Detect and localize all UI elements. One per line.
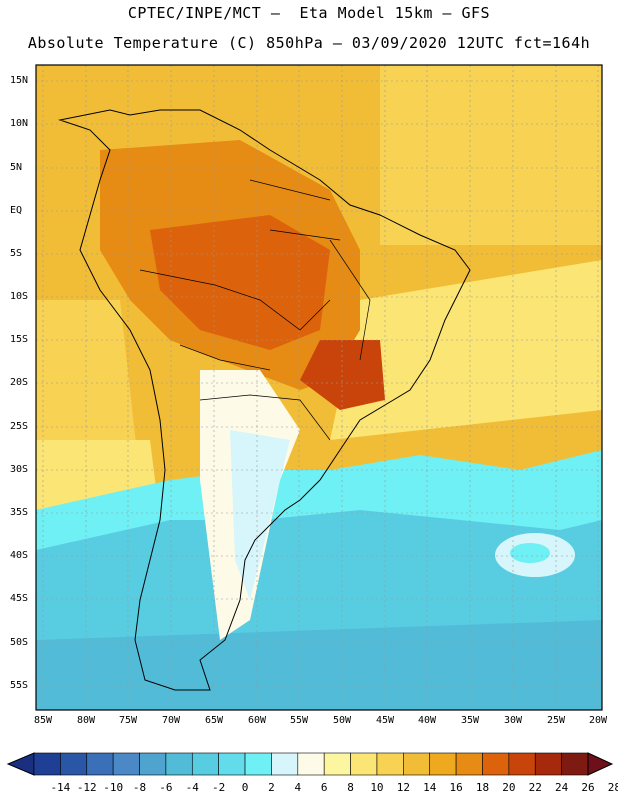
colorbar-swatch: [376, 752, 404, 776]
colorbar-swatch: [561, 752, 589, 776]
field-cold-deep: [36, 620, 602, 710]
lon-label: 40W: [417, 715, 437, 726]
lat-label: EQ: [10, 205, 23, 216]
lat-label: 5S: [10, 248, 23, 259]
lat-label: 45S: [10, 593, 29, 604]
colorbar-tick-label: 2: [268, 781, 275, 794]
colorbar-tick-label: -2: [212, 781, 226, 794]
lon-label: 20W: [588, 715, 608, 726]
lon-label: 50W: [332, 715, 352, 726]
coastline: [58, 109, 471, 691]
lon-label: 80W: [76, 715, 96, 726]
colorbar: [6, 752, 614, 776]
lat-label: 15S: [10, 334, 29, 345]
colorbar-swatch: [508, 752, 536, 776]
colorbar-swatch: [482, 752, 510, 776]
colorbar-swatch: [429, 752, 457, 776]
colorbar-swatch: [165, 752, 193, 776]
field-ne-band: [380, 65, 602, 245]
graticule: [36, 65, 602, 710]
lon-label: 35W: [460, 715, 480, 726]
colorbar-tick-label: 22: [528, 781, 542, 794]
lat-label: 40S: [10, 550, 29, 561]
colorbar-swatch: [271, 752, 299, 776]
lon-label: 55W: [289, 715, 309, 726]
colorbar-swatch: [323, 752, 351, 776]
lat-label: 5N: [10, 162, 23, 173]
lat-label: 25S: [10, 421, 29, 432]
country-borders: [139, 179, 371, 441]
field-pale-inner: [230, 430, 290, 600]
map-frame: [35, 64, 603, 711]
colorbar-tick-label: 18: [475, 781, 490, 794]
field-hot-south: [300, 340, 385, 410]
lon-label: 65W: [204, 715, 224, 726]
lat-label: 10N: [10, 118, 29, 129]
colorbar-tick-label: 28: [607, 781, 618, 794]
lon-label: 60W: [247, 715, 267, 726]
colorbar-swatch: [112, 752, 140, 776]
lon-label: 45W: [375, 715, 395, 726]
colorbar-swatch: [86, 752, 114, 776]
colorbar-swatch: [297, 752, 325, 776]
lat-label: 15N: [10, 75, 29, 86]
temperature-field: [36, 65, 602, 710]
colorbar-tick-label: 20: [502, 781, 516, 794]
colorbar-tick-label: -12: [76, 781, 97, 794]
colorbar-tick-label: -8: [132, 781, 147, 794]
colorbar-tick-label: 0: [241, 781, 249, 794]
colorbar-tick-label: 8: [347, 781, 354, 794]
lat-label: 35S: [10, 507, 29, 518]
field-cyclone-inner: [510, 543, 550, 563]
lon-label: 25W: [546, 715, 566, 726]
lat-label: 20S: [10, 377, 29, 388]
colorbar-swatch: [455, 752, 483, 776]
lon-label: 85W: [33, 715, 53, 726]
colorbar-tick-label: -4: [185, 781, 199, 794]
lon-label: 30W: [503, 715, 523, 726]
lat-label: 50S: [10, 637, 29, 648]
field-atlantic-light: [330, 260, 602, 440]
colorbar-swatch: [218, 752, 246, 776]
lon-label: 70W: [161, 715, 181, 726]
colorbar-swatch: [403, 752, 431, 776]
colorbar-tick-label: 4: [294, 781, 302, 794]
colorbar-swatch: [33, 752, 61, 776]
colorbar-tick-label: 24: [554, 781, 569, 794]
lat-label: 30S: [10, 464, 29, 475]
map-title-line2: Absolute Temperature (C) 850hPa — 03/09/…: [27, 34, 591, 52]
colorbar-tick-label: 14: [423, 781, 437, 794]
colorbar-swatch: [350, 752, 378, 776]
field-hot-core: [150, 215, 330, 350]
colorbar-arrow-high: [587, 752, 614, 776]
colorbar-tick-label: -10: [103, 781, 124, 794]
colorbar-tick-label: 12: [396, 781, 410, 794]
temperature-map: [35, 64, 603, 711]
colorbar-tick-label: 6: [320, 781, 328, 794]
colorbar-tick-label: -6: [159, 781, 173, 794]
lon-label: 75W: [118, 715, 138, 726]
colorbar-arrow-low: [6, 752, 35, 776]
colorbar-tick-label: 10: [370, 781, 384, 794]
colorbar-swatch: [191, 752, 219, 776]
map-title-line1: CPTEC/INPE/MCT — Eta Model 15km — GFS: [127, 4, 491, 22]
colorbar-tick-label: -14: [50, 781, 71, 794]
lat-label: 10S: [10, 291, 29, 302]
colorbar-tick-label: 16: [449, 781, 463, 794]
colorbar-swatch: [244, 752, 272, 776]
lat-label: 55S: [10, 680, 29, 691]
colorbar-tick-label: 26: [581, 781, 595, 794]
colorbar-swatch: [534, 752, 562, 776]
colorbar-swatch: [60, 752, 88, 776]
colorbar-swatch: [139, 752, 167, 776]
